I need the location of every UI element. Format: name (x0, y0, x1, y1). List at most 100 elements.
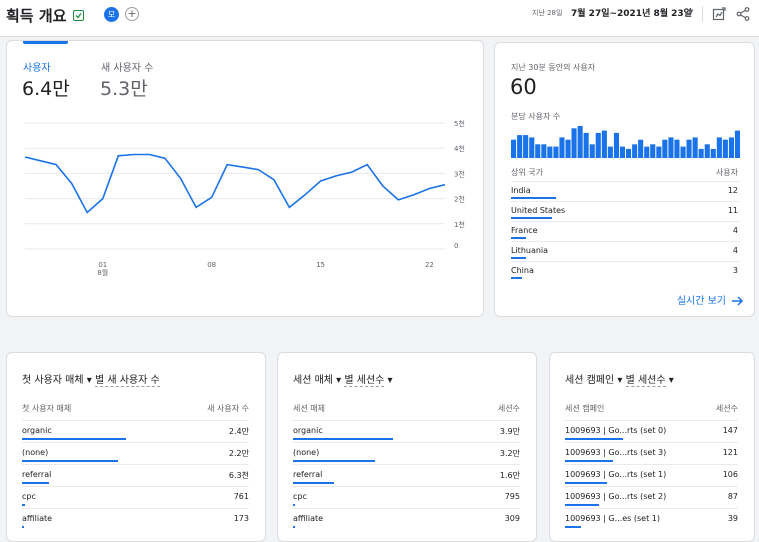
metric-label[interactable]: 별 세션수 (344, 375, 385, 387)
y-tick-label: 4천 (454, 144, 465, 153)
row-divider (565, 508, 738, 509)
row-divider (511, 181, 740, 182)
table-row-label[interactable]: 1009693 | Go...rts (set 3) (565, 448, 667, 457)
per-minute-bar[interactable] (595, 132, 601, 158)
per-minute-bar[interactable] (559, 137, 565, 158)
per-minute-bar[interactable] (571, 128, 577, 158)
per-minute-bar[interactable] (686, 139, 692, 158)
per-minute-bar[interactable] (698, 148, 704, 158)
date-range-value[interactable]: 7월 27일~2021년 8월 23일 (571, 9, 692, 19)
table-row-label[interactable]: cpc (22, 492, 36, 501)
per-minute-bar[interactable] (577, 126, 583, 158)
metric-users-value[interactable]: 6.4만 (22, 78, 70, 100)
per-minute-bar[interactable] (553, 146, 559, 158)
table-row-label[interactable]: 1009693 | Go...rts (set 2) (565, 492, 667, 501)
avatar[interactable]: 모 (104, 7, 119, 22)
per-minute-bar[interactable] (619, 146, 625, 158)
per-minute-bar[interactable] (517, 135, 523, 158)
per-minute-bar[interactable] (626, 148, 632, 158)
row-divider (511, 201, 740, 202)
dimension-dropdown[interactable]: 세션 매체 ▾ 별 세션수 ▾ (293, 371, 393, 387)
table-row-label[interactable]: organic (293, 426, 323, 435)
per-minute-bar[interactable] (601, 130, 607, 158)
per-minute-bar[interactable] (716, 137, 722, 158)
caret-down-icon[interactable]: ▼ (688, 8, 694, 16)
table-row-label[interactable]: referral (293, 470, 323, 479)
per-minute-bar[interactable] (680, 146, 686, 158)
table-row-label[interactable]: 1009693 | Go...rts (set 1) (565, 470, 667, 479)
dimension-dropdown[interactable]: 세션 캠페인 ▾ 별 세션수 ▾ (565, 371, 674, 387)
y-tick-label: 5천 (454, 119, 465, 128)
per-minute-bar[interactable] (722, 139, 728, 158)
table-row-label[interactable]: (none) (22, 448, 49, 457)
verified-check-icon[interactable] (73, 10, 84, 21)
table-row-label[interactable]: cpc (293, 492, 307, 501)
per-minute-bar[interactable] (668, 137, 674, 158)
caret-down-icon[interactable]: ▾ (332, 375, 345, 386)
per-minute-bar[interactable] (710, 148, 716, 158)
metric-new-users-value[interactable]: 5.3만 (100, 78, 148, 100)
per-minute-bar[interactable] (511, 139, 517, 158)
users-line-chart: 5천 4천 3천 2천 1천 0 01 08 15 22 8월 (24, 119, 465, 277)
row-divider (565, 442, 738, 443)
table-row-bar (22, 460, 118, 462)
table-row-value: 1.6만 (499, 471, 520, 480)
per-minute-bar[interactable] (565, 139, 571, 158)
table-row-label[interactable]: 1009693 | G...es (set 1) (565, 514, 660, 523)
metric-new-users-label[interactable]: 새 사용자 수 (101, 63, 154, 74)
per-minute-bar[interactable] (662, 139, 668, 158)
dimension-label: 세션 캠페인 (565, 375, 615, 386)
per-minute-bar[interactable] (607, 146, 613, 158)
dimension-dropdown[interactable]: 첫 사용자 매체 ▾ 별 새 사용자 수 (22, 371, 160, 387)
caret-down-icon[interactable]: ▾ (384, 375, 393, 386)
table-row-value: 39 (727, 514, 738, 523)
per-minute-bar[interactable] (529, 137, 535, 158)
per-minute-bar[interactable] (583, 132, 589, 158)
per-minute-bar[interactable] (632, 144, 638, 158)
date-range-label[interactable]: 지난 28일 (532, 9, 563, 17)
per-minute-bar[interactable] (692, 137, 698, 158)
x-tick-label: 08 (207, 261, 216, 269)
add-comparison-button[interactable]: + (125, 7, 139, 21)
caret-down-icon[interactable]: ▾ (83, 375, 95, 386)
table-row-label[interactable]: (none) (293, 448, 320, 457)
x-tick-label: 15 (316, 261, 325, 269)
column-header: 세션 캠페인 (565, 404, 605, 413)
table-row-label[interactable]: 1009693 | Go...rts (set 0) (565, 426, 667, 435)
per-minute-label: 분당 사용자 수 (511, 112, 561, 121)
per-minute-bar[interactable] (734, 130, 740, 158)
arrow-right-icon[interactable] (731, 292, 744, 311)
per-minute-bar[interactable] (638, 139, 644, 158)
metric-label[interactable]: 별 새 사용자 수 (94, 375, 160, 387)
share-icon[interactable] (736, 6, 750, 25)
per-minute-bar[interactable] (644, 146, 650, 158)
metric-users-label[interactable]: 사용자 (23, 63, 51, 74)
per-minute-bar[interactable] (547, 146, 553, 158)
table-row-label[interactable]: affiliate (22, 514, 53, 523)
country-value: 11 (727, 206, 738, 215)
table-row-value: 761 (233, 492, 249, 501)
metric-label[interactable]: 별 세션수 (625, 375, 666, 387)
per-minute-bar[interactable] (674, 139, 680, 158)
per-minute-bar[interactable] (704, 144, 710, 158)
per-minute-bar[interactable] (523, 135, 529, 158)
realtime-title: 지난 30분 동안의 사용자 (511, 63, 596, 72)
caret-down-icon[interactable]: ▾ (614, 375, 626, 386)
per-minute-bar-chart (511, 126, 740, 158)
per-minute-bar[interactable] (613, 132, 619, 158)
table-row-label[interactable]: referral (22, 470, 52, 479)
row-divider (22, 420, 249, 421)
per-minute-bar[interactable] (541, 144, 547, 158)
per-minute-bar[interactable] (535, 144, 541, 158)
per-minute-bar[interactable] (656, 146, 662, 158)
table-row-label[interactable]: organic (22, 426, 52, 435)
caret-down-icon[interactable]: ▾ (665, 375, 674, 386)
per-minute-bar[interactable] (589, 144, 595, 158)
table-row-label[interactable]: affiliate (293, 514, 324, 523)
customize-report-icon[interactable] (712, 6, 726, 25)
per-minute-bar[interactable] (728, 137, 734, 158)
per-minute-bar[interactable] (650, 144, 656, 158)
country-name: France (511, 226, 538, 235)
table-row-value: 3.9만 (499, 427, 520, 436)
realtime-link[interactable]: 실시간 보기 (676, 296, 726, 307)
